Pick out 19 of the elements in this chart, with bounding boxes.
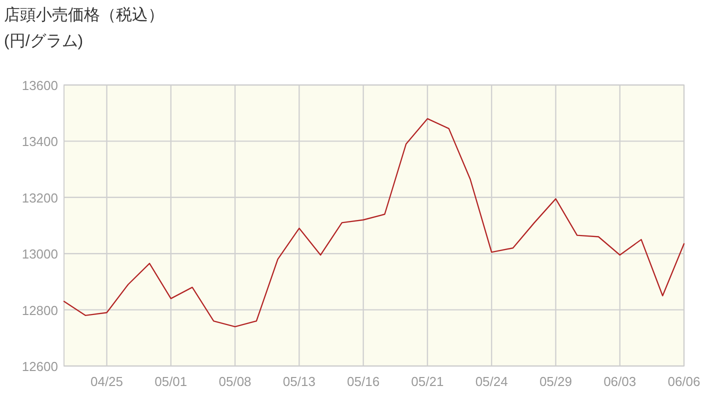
x-tick-label: 04/25 <box>90 374 124 389</box>
y-tick-label: 13200 <box>22 190 58 206</box>
x-tick-label: 05/08 <box>218 374 252 389</box>
y-tick-label: 13600 <box>22 78 58 93</box>
x-tick-label: 05/21 <box>411 374 444 389</box>
line-series <box>63 118 685 328</box>
x-tick-label: 05/24 <box>475 374 508 389</box>
chart-subtitle: (円/グラム) <box>4 33 84 50</box>
x-tick-label: 06/03 <box>604 374 636 389</box>
y-tick-label: 12800 <box>22 302 58 318</box>
y-tick-label: 13400 <box>22 134 58 150</box>
y-tick-label: 12600 <box>22 359 58 374</box>
x-tick-label: 05/01 <box>154 374 188 389</box>
y-tick-label: 13000 <box>22 246 58 262</box>
x-tick-label: 05/13 <box>282 374 316 389</box>
x-tick-label: 06/06 <box>668 374 700 389</box>
x-tick-label: 05/16 <box>347 374 380 389</box>
chart-title: 店頭小売価格（税込） <box>4 6 164 24</box>
x-tick-label: 05/29 <box>539 374 572 389</box>
